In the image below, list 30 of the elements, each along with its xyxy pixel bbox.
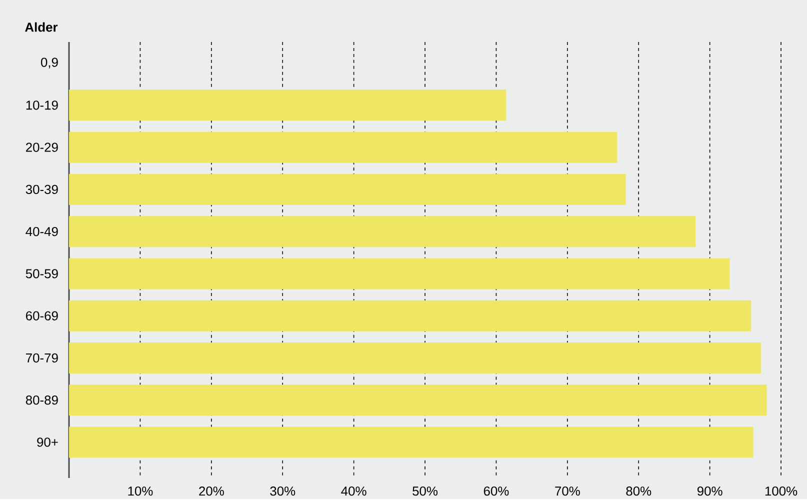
- bar: [69, 258, 730, 290]
- bar: [69, 300, 752, 332]
- x-tick-label: 100%: [765, 486, 798, 496]
- y-tick-label: 20-29: [26, 142, 58, 152]
- x-tick-label: 70%: [555, 486, 580, 496]
- x-tick-label: 90%: [697, 486, 722, 496]
- bar: [69, 426, 754, 458]
- y-tick-label: 40-49: [26, 226, 58, 236]
- x-tick-label: 10%: [128, 486, 153, 496]
- y-axis-title: Alder: [25, 22, 58, 32]
- y-tick-label: 90+: [37, 438, 58, 447]
- x-tick-label: 50%: [412, 486, 438, 496]
- x-tick-label: 80%: [626, 486, 652, 496]
- x-tick-label: 60%: [484, 486, 509, 496]
- bar: [69, 342, 762, 374]
- bar: [69, 174, 626, 205]
- bar: [69, 384, 767, 416]
- y-tick-label: 10-19: [26, 100, 58, 110]
- y-tick-label: 80-89: [26, 395, 58, 405]
- x-tick-label: 30%: [270, 486, 296, 496]
- bar: [69, 216, 696, 248]
- bar: [69, 90, 506, 121]
- y-tick-label: 50-59: [26, 269, 58, 278]
- bar: [69, 132, 618, 163]
- y-tick-label: 30-39: [26, 184, 58, 194]
- y-tick-label: 60-69: [26, 311, 58, 320]
- x-tick-label: 20%: [199, 486, 224, 496]
- y-tick-label: 0,9: [40, 58, 58, 68]
- x-tick-label: 40%: [341, 486, 366, 496]
- y-tick-label: 70-79: [26, 353, 58, 363]
